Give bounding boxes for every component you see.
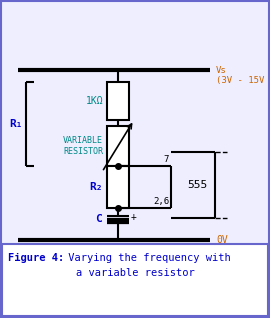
Text: 0V: 0V (216, 235, 228, 245)
Text: R₂: R₂ (89, 182, 103, 192)
Bar (2, 244, 268, 316)
Bar (107, 126, 129, 166)
Text: a variable resistor: a variable resistor (76, 268, 194, 278)
Text: 555: 555 (187, 180, 207, 190)
Text: 2,6: 2,6 (153, 197, 169, 206)
Text: R₁: R₁ (9, 119, 23, 129)
Bar (107, 166, 129, 208)
Text: Vs
(3V - 15V DC): Vs (3V - 15V DC) (216, 66, 270, 86)
Text: Varying the frequency with: Varying the frequency with (62, 253, 231, 263)
Bar (107, 82, 129, 120)
Text: C: C (95, 213, 102, 224)
Text: Figure 4:: Figure 4: (8, 253, 64, 263)
Text: VARIABLE
RESISTOR: VARIABLE RESISTOR (63, 136, 103, 156)
Text: 1KΩ: 1KΩ (85, 96, 103, 106)
Text: 7: 7 (164, 155, 169, 164)
Text: +: + (131, 212, 137, 222)
